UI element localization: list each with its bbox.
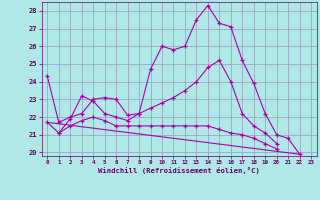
X-axis label: Windchill (Refroidissement éolien,°C): Windchill (Refroidissement éolien,°C) — [98, 167, 260, 174]
